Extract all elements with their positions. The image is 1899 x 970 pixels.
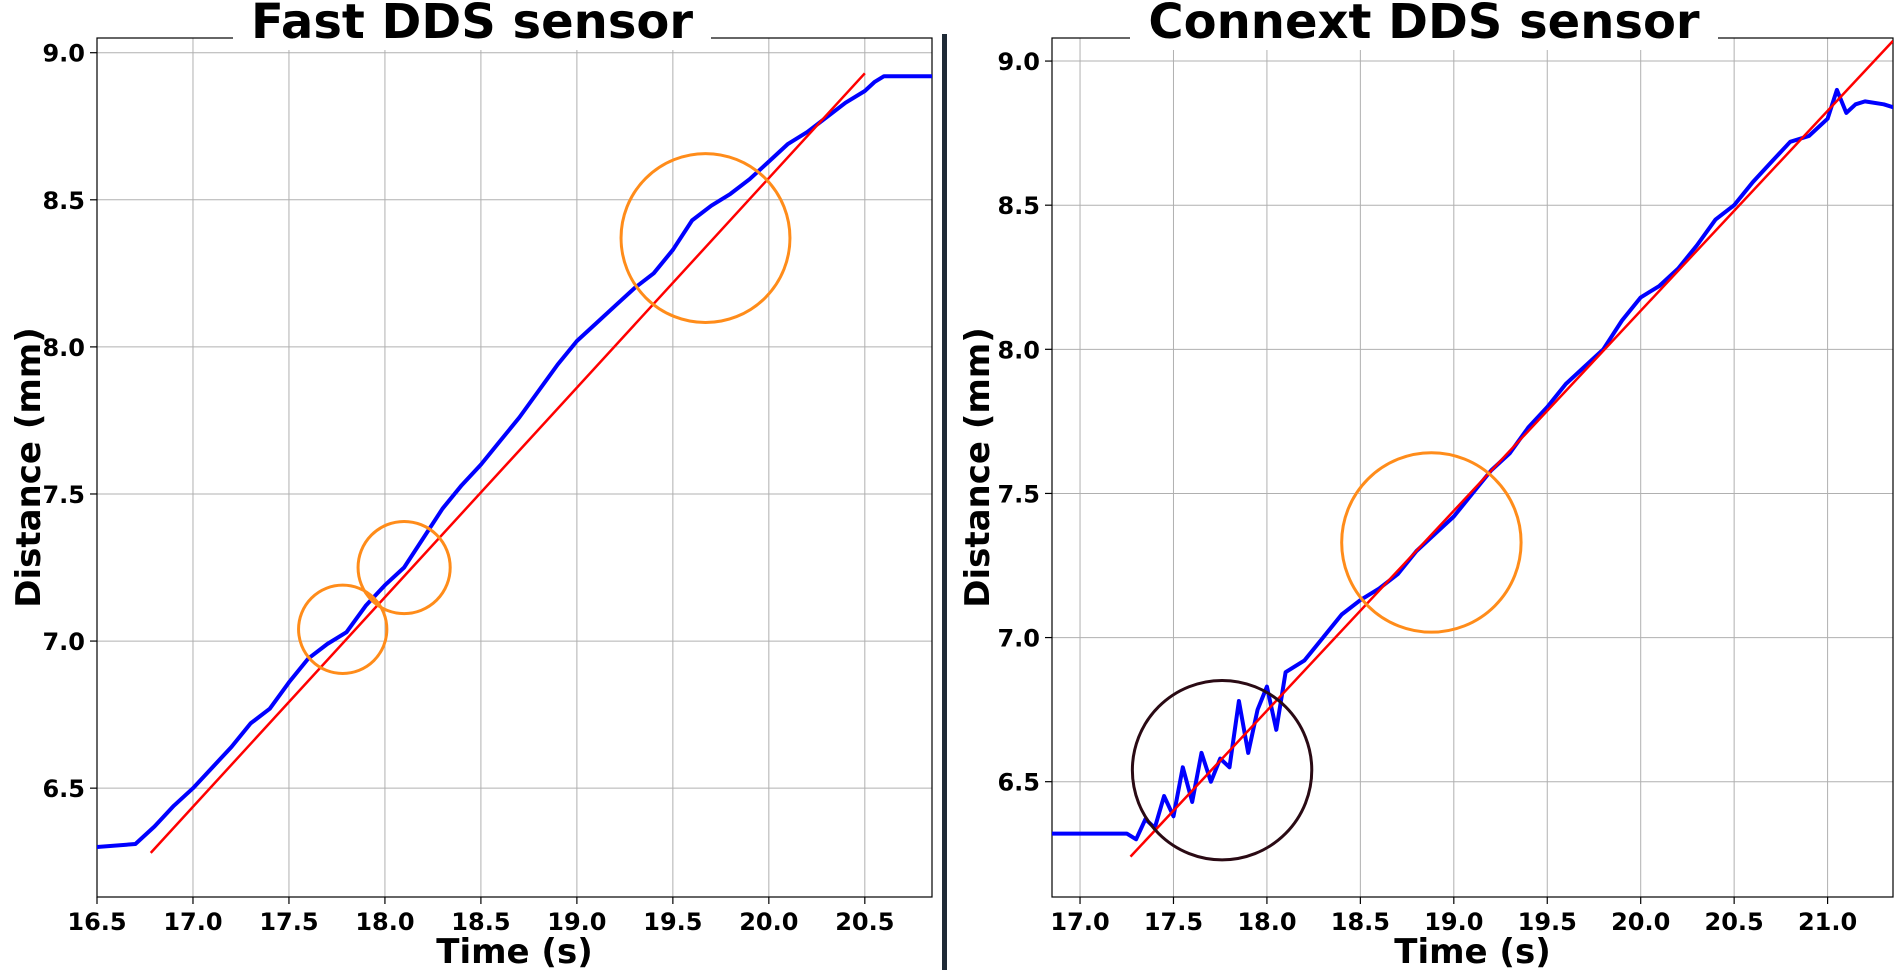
connext-xtick-label-7: 20.5: [1705, 908, 1764, 936]
connext-y-axis-label: Distance (mm): [958, 327, 998, 608]
connext-ytick-label-1: 7.0: [997, 625, 1040, 653]
fast-xtick-label-4: 18.5: [451, 908, 510, 936]
fast-ytick-label-4: 8.5: [42, 187, 85, 215]
fast-ytick-label-5: 9.0: [42, 40, 85, 68]
connext-ytick-label-2: 7.5: [997, 480, 1040, 508]
fast-grid: [96, 38, 932, 897]
fast-annotation-circle-2: [619, 152, 792, 325]
connext-xtick-label-6: 20.0: [1611, 908, 1670, 936]
fast-dds-chart-svg: 16.5 17.0 17.5 18.0 18.5 19.0 19.5 20.0 20.5 6.5 7…: [9, 37, 933, 970]
connext-x-axis-label: Time (s): [1394, 932, 1551, 970]
connext-annotation-circle-0: [1340, 451, 1523, 634]
fast-ytick-label-3: 8.0: [42, 334, 85, 362]
connext-ytick-label-0: 6.5: [997, 769, 1040, 797]
fast-xtick-label-5: 19.0: [547, 908, 606, 936]
connext-grid: [1052, 38, 1893, 897]
fast-xtick-label-2: 17.5: [259, 908, 318, 936]
connext-xtick-label-0: 17.0: [1050, 908, 1109, 936]
fast-dds-chart: 16.5 17.0 17.5 18.0 18.5 19.0 19.5 20.0 20.5 6.5 7…: [0, 0, 944, 970]
fast-x-axis-label: Time (s): [436, 932, 593, 970]
connext-fit-line: [1129, 40, 1893, 858]
fast-y-axis-label: Distance (mm): [9, 327, 49, 608]
fast-ytick-label-1: 7.0: [42, 628, 85, 656]
fast-annotation-circle-1: [356, 519, 452, 616]
fast-measured-line: [97, 74, 932, 849]
fast-annotation-circle-0: [297, 583, 389, 675]
connext-ytick-label-5: 9.0: [997, 48, 1040, 76]
fast-xtick-label-3: 18.0: [355, 908, 414, 936]
connext-xtick-label-1: 17.5: [1144, 908, 1203, 936]
connext-annotation-circle-1: [1130, 678, 1314, 862]
fast-ytick-label-0: 6.5: [42, 775, 85, 803]
connext-dds-chart: 17.0 17.5 18.0 18.5 19.0 19.5 20.0 20.5 21.0 6.5 7…: [949, 0, 1899, 970]
connext-measured-line: [1052, 87, 1893, 842]
connext-xtick-label-2: 18.0: [1237, 908, 1296, 936]
connext-plot-area: [1052, 40, 1893, 858]
fast-xtick-label-1: 17.0: [163, 908, 222, 936]
fast-ytick-label-2: 7.5: [42, 481, 85, 509]
connext-ytick-label-3: 8.0: [997, 336, 1040, 364]
connext-xtick-label-4: 19.0: [1424, 908, 1483, 936]
connext-xtick-label-5: 19.5: [1518, 908, 1577, 936]
fast-xtick-label-6: 19.5: [643, 908, 702, 936]
fast-plot-frame: [96, 37, 933, 898]
fast-xtick-label-8: 20.5: [835, 908, 894, 936]
fast-xtick-label-0: 16.5: [67, 908, 126, 936]
connext-ytick-label-4: 8.5: [997, 192, 1040, 220]
fast-plot-area: [97, 72, 932, 854]
fast-xtick-label-7: 20.0: [739, 908, 798, 936]
connext-dds-chart-svg: 17.0 17.5 18.0 18.5 19.0 19.5 20.0 20.5 21.0 6.5 7…: [958, 37, 1894, 970]
panel-divider: [942, 34, 947, 970]
connext-xtick-label-8: 21.0: [1798, 908, 1857, 936]
fast-fit-line: [149, 72, 866, 854]
connext-xtick-label-3: 18.5: [1331, 908, 1390, 936]
